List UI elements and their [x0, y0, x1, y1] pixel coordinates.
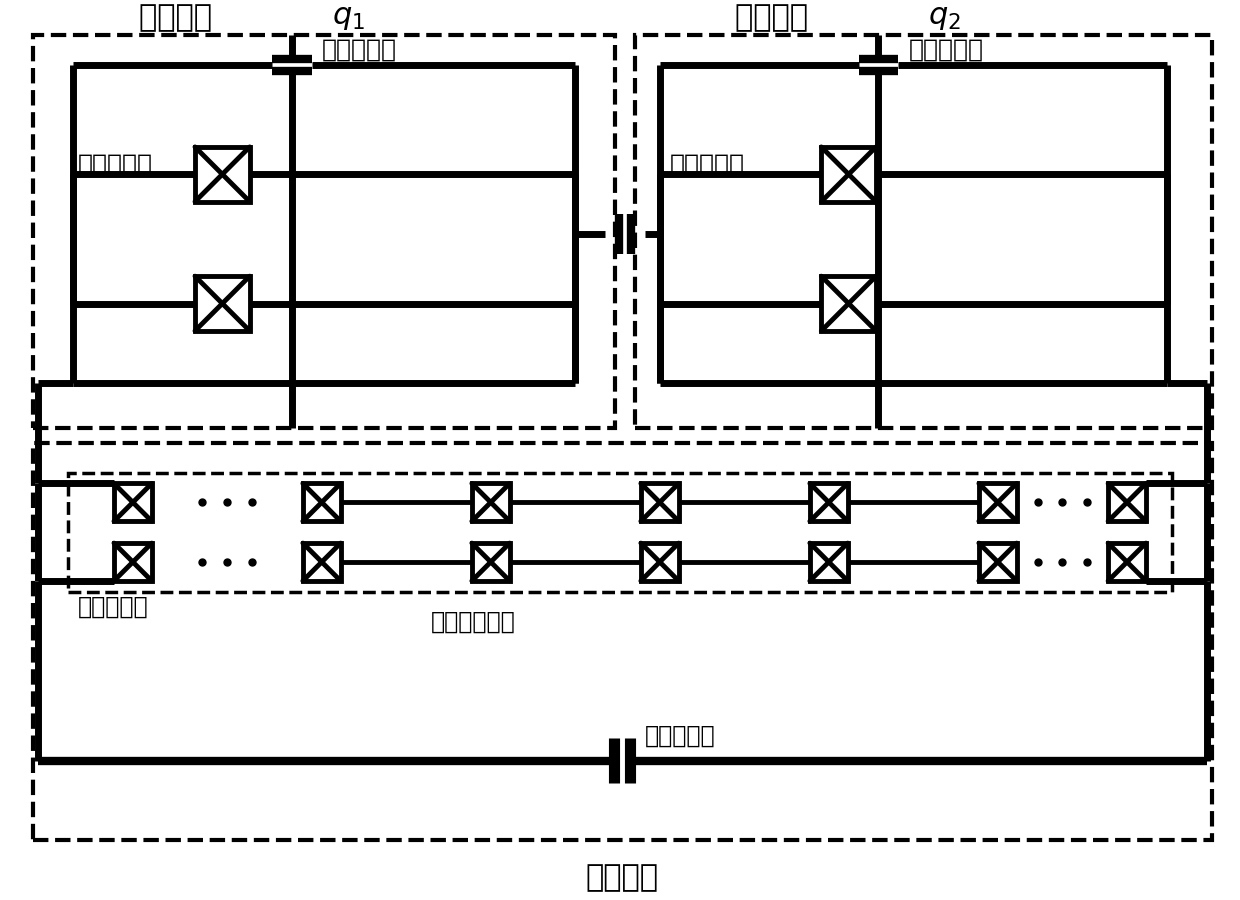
- Text: 量子比特: 量子比特: [139, 3, 222, 32]
- Text: 约瑟夫森结: 约瑟夫森结: [78, 595, 149, 618]
- Bar: [641, 543, 678, 580]
- Bar: [1109, 543, 1146, 580]
- Text: 约瑟夫森结链: 约瑟夫森结链: [432, 609, 516, 634]
- Bar: [195, 147, 249, 202]
- Bar: [635, 35, 1211, 428]
- Bar: [303, 543, 341, 580]
- Bar: [810, 483, 848, 521]
- Bar: [821, 276, 875, 331]
- Bar: [114, 483, 151, 521]
- Bar: [33, 443, 1211, 841]
- Bar: [821, 147, 875, 202]
- Bar: [303, 483, 341, 521]
- Bar: [810, 543, 848, 580]
- Text: 约瑟夫森结: 约瑟夫森结: [78, 152, 154, 176]
- Bar: [68, 472, 1172, 592]
- Text: 第二电容器: 第二电容器: [909, 38, 983, 62]
- Text: 第二电容器: 第二电容器: [321, 38, 397, 62]
- Text: 约瑟夫森结: 约瑟夫森结: [670, 152, 745, 176]
- Bar: [978, 543, 1017, 580]
- Text: $\boldsymbol{q_1}$: $\boldsymbol{q_1}$: [331, 3, 365, 32]
- Bar: [114, 543, 151, 580]
- Bar: [1109, 483, 1146, 521]
- Bar: [472, 483, 510, 521]
- Bar: [472, 543, 510, 580]
- Bar: [641, 483, 678, 521]
- Text: 第一电容器: 第一电容器: [645, 724, 715, 748]
- Text: 量子比特: 量子比特: [735, 3, 818, 32]
- Bar: [978, 483, 1017, 521]
- Text: $\boldsymbol{q_2}$: $\boldsymbol{q_2}$: [929, 3, 961, 32]
- Text: 耦合器件: 耦合器件: [585, 864, 658, 893]
- Bar: [195, 276, 249, 331]
- Bar: [33, 35, 615, 428]
